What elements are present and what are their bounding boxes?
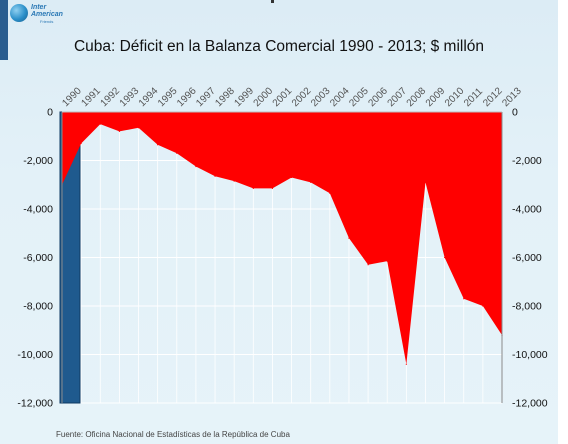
x-tick-label: 2009 xyxy=(424,85,448,109)
y-tick-label-right: -8,000 xyxy=(512,301,542,313)
data-point-2000 xyxy=(252,187,254,189)
data-point-2003 xyxy=(310,181,312,183)
globe-icon xyxy=(10,4,28,22)
x-tick-label: 2010 xyxy=(443,85,467,109)
data-point-2011 xyxy=(463,298,465,300)
chart-title: Cuba: Déficit en la Balanza Comercial 19… xyxy=(73,38,485,55)
plot-area xyxy=(59,111,503,404)
x-tick-label: 2006 xyxy=(366,85,390,109)
x-tick-label: 1996 xyxy=(175,85,199,109)
x-tick-label: 2001 xyxy=(271,85,295,109)
deficit-area xyxy=(62,112,502,365)
x-tick-label: 2000 xyxy=(252,85,276,109)
x-tick-label: 1997 xyxy=(194,85,218,109)
y-tick-label-right: -12,000 xyxy=(512,398,548,410)
accent-bar xyxy=(0,0,8,60)
y-tick-label-left: -6,000 xyxy=(23,252,53,264)
x-tick-label: 2012 xyxy=(481,85,505,109)
y-tick-label-right: -2,000 xyxy=(512,155,542,167)
data-point-2006 xyxy=(367,264,369,266)
y-tick-label-right: -4,000 xyxy=(512,204,542,216)
data-point-2004 xyxy=(329,192,331,194)
data-point-1992 xyxy=(99,123,101,125)
y-tick-label-left: -2,000 xyxy=(23,155,53,167)
data-point-2010 xyxy=(444,256,446,259)
logo-text: Inter American xyxy=(31,4,63,18)
y-tick-label-right: -10,000 xyxy=(512,349,548,361)
data-point-2002 xyxy=(290,176,293,179)
data-point-1993 xyxy=(118,130,120,132)
data-point-1995 xyxy=(157,144,159,146)
x-tick-label: 2007 xyxy=(386,85,410,109)
y-tick-label-left: -8,000 xyxy=(23,301,53,313)
source-note: Fuente: Oficina Nacional de Estadísticas… xyxy=(56,430,290,439)
x-tick-label: 1995 xyxy=(156,85,180,109)
y-tick-label-left: 0 xyxy=(47,107,53,119)
axes xyxy=(61,111,503,403)
x-tick-label: 2005 xyxy=(347,85,371,109)
data-point-2001 xyxy=(271,187,274,189)
x-tick-label: 1994 xyxy=(137,85,161,109)
data-point-2008 xyxy=(405,363,407,365)
data-point-1991 xyxy=(80,142,82,145)
x-tick-label: 2011 xyxy=(462,86,485,109)
x-tick-label: 2002 xyxy=(290,85,314,109)
y-tick-label-right: 0 xyxy=(512,107,518,119)
data-point-1994 xyxy=(137,127,140,129)
x-tick-label: 1990 xyxy=(60,85,84,109)
x-tick-label: 2004 xyxy=(328,85,352,109)
marker-dot xyxy=(271,0,274,3)
data-point-2009 xyxy=(424,181,427,183)
x-tick-label: 1993 xyxy=(118,85,142,109)
y-tick-label-left: -12,000 xyxy=(17,398,53,410)
data-point-1997 xyxy=(195,165,197,168)
x-tick-label: 2003 xyxy=(309,85,333,109)
data-point-1999 xyxy=(233,180,235,182)
x-tick-label: 1991 xyxy=(79,85,103,109)
data-point-1998 xyxy=(214,175,216,177)
data-point-2012 xyxy=(482,305,484,307)
y-tick-label-left: -4,000 xyxy=(23,204,53,216)
x-tick-label: 1992 xyxy=(99,85,123,109)
data-point-1996 xyxy=(176,152,178,154)
y-tick-label-left: -10,000 xyxy=(17,349,53,361)
logo-subtext: Friends xyxy=(40,19,54,24)
data-point-2005 xyxy=(348,237,350,239)
x-tick-label: 2008 xyxy=(405,85,429,109)
logo: Inter American Friends xyxy=(10,2,90,28)
x-tick-label: 1998 xyxy=(213,85,237,109)
y-tick-label-right: -6,000 xyxy=(512,252,542,264)
x-tick-label: 1999 xyxy=(233,85,257,109)
data-point-2007 xyxy=(386,260,388,262)
